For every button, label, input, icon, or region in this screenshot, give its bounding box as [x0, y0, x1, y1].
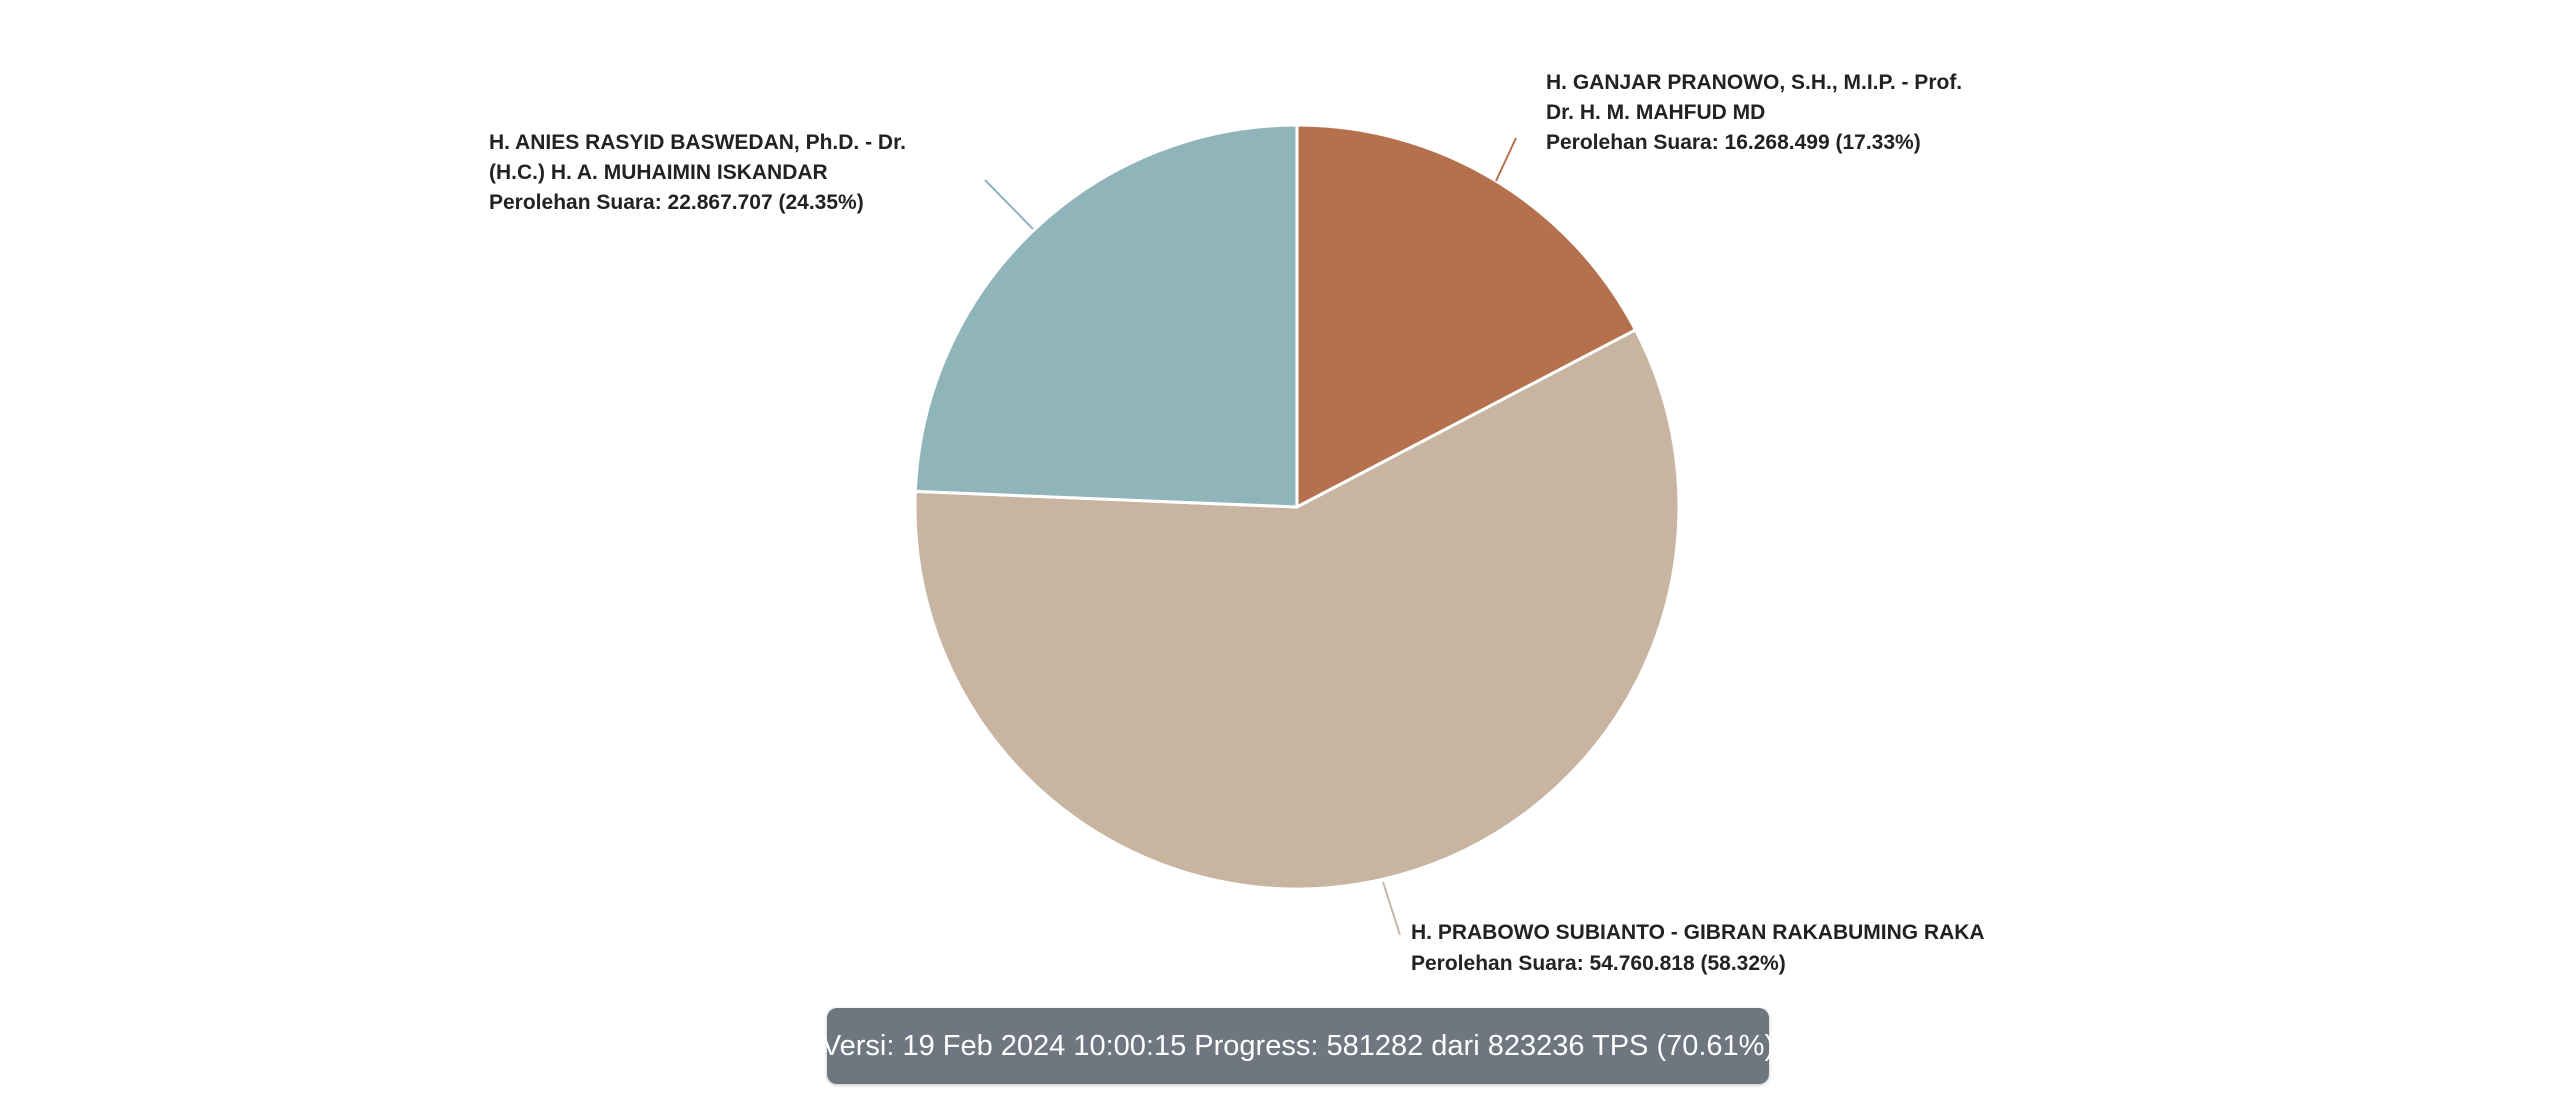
slice-vote-count: Perolehan Suara: 54.760.818 (58.32%)	[1411, 952, 1786, 975]
slice-candidate-name-line: (H.C.) H. A. MUHAIMIN ISKANDAR	[489, 161, 828, 184]
slice-vote-count: Perolehan Suara: 22.867.707 (24.35%)	[489, 191, 864, 214]
leader-line-1	[1495, 137, 1517, 182]
leader-line-3	[984, 179, 1034, 230]
pie-slice-2[interactable]	[913, 328, 1681, 891]
slice-vote-count: Perolehan Suara: 16.268.499 (17.33%)	[1546, 131, 1921, 154]
version-progress-text: Versi: 19 Feb 2024 10:00:15 Progress: 58…	[821, 1029, 1775, 1062]
slice-candidate-name-line: H. GANJAR PRANOWO, S.H., M.I.P. - Prof.	[1546, 71, 1962, 94]
pie-slice-3[interactable]	[913, 123, 1299, 509]
pie-slices	[913, 123, 1681, 891]
version-progress-bar: Versi: 19 Feb 2024 10:00:15 Progress: 58…	[822, 1008, 1774, 1084]
slice-label-3: H. ANIES RASYID BASWEDAN, Ph.D. - Dr. (H.…	[489, 131, 906, 214]
slice-label-2: H. PRABOWO SUBIANTO - GIBRAN RAKABUMING …	[1411, 921, 1985, 975]
leader-lines	[984, 137, 1517, 936]
slice-label-1: H. GANJAR PRANOWO, S.H., M.I.P. - Prof. D…	[1546, 71, 1962, 154]
slice-labels: H. GANJAR PRANOWO, S.H., M.I.P. - Prof. D…	[489, 71, 1985, 975]
slice-candidate-name-line: Dr. H. M. MAHFUD MD	[1546, 101, 1765, 124]
slice-candidate-name-line: H. ANIES RASYID BASWEDAN, Ph.D. - Dr.	[489, 131, 906, 154]
pie-slice-1[interactable]	[1295, 123, 1637, 509]
slice-candidate-name-line: H. PRABOWO SUBIANTO - GIBRAN RAKABUMING …	[1411, 921, 1985, 944]
leader-line-2	[1382, 881, 1401, 936]
